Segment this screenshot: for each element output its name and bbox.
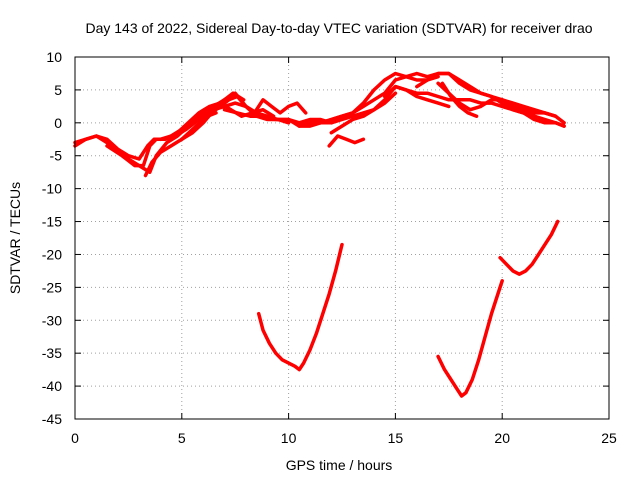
y-tick-label: -30 <box>42 312 62 328</box>
y-tick-label: -45 <box>42 411 62 427</box>
y-tick-label: -25 <box>42 279 62 295</box>
grid <box>75 57 609 419</box>
series-track-15 <box>436 81 558 118</box>
y-tick-label: -15 <box>42 214 62 230</box>
chart-title: Day 143 of 2022, Sidereal Day-to-day VTE… <box>85 20 592 36</box>
series-track-19 <box>498 219 560 276</box>
x-tick-label: 5 <box>178 430 186 446</box>
y-axis-label: SDTVAR / TECUs <box>7 182 23 294</box>
y-tick-label: 10 <box>46 49 62 65</box>
x-axis-label: GPS time / hours <box>286 457 393 473</box>
series-track-5 <box>143 91 291 178</box>
series-track-9 <box>318 71 440 125</box>
y-tick-label: -10 <box>42 181 62 197</box>
plot-frame <box>74 56 610 420</box>
series-track-17 <box>256 242 344 372</box>
x-tick-label: 0 <box>71 430 79 446</box>
series-track-12 <box>382 84 566 128</box>
data-series <box>73 71 566 398</box>
x-axis-ticks: 0 5 10 15 20 25 <box>71 57 617 446</box>
y-tick-label: -35 <box>42 345 62 361</box>
y-tick-label: 5 <box>54 82 62 98</box>
y-tick-label: 0 <box>54 115 62 131</box>
x-tick-label: 10 <box>281 430 297 446</box>
y-tick-label: -40 <box>42 378 62 394</box>
series-track-11 <box>327 134 366 148</box>
y-tick-label: -20 <box>42 246 62 262</box>
series-track-6 <box>180 94 308 142</box>
x-tick-label: 20 <box>494 430 510 446</box>
y-axis-ticks: 10 5 0 -5 -10 -15 -20 -25 -30 -35 -40 -45 <box>42 49 609 427</box>
y-tick-label: -5 <box>50 148 63 164</box>
series-track-18 <box>436 279 504 398</box>
x-tick-label: 25 <box>601 430 617 446</box>
x-tick-label: 15 <box>388 430 404 446</box>
series-track-16 <box>440 81 479 118</box>
